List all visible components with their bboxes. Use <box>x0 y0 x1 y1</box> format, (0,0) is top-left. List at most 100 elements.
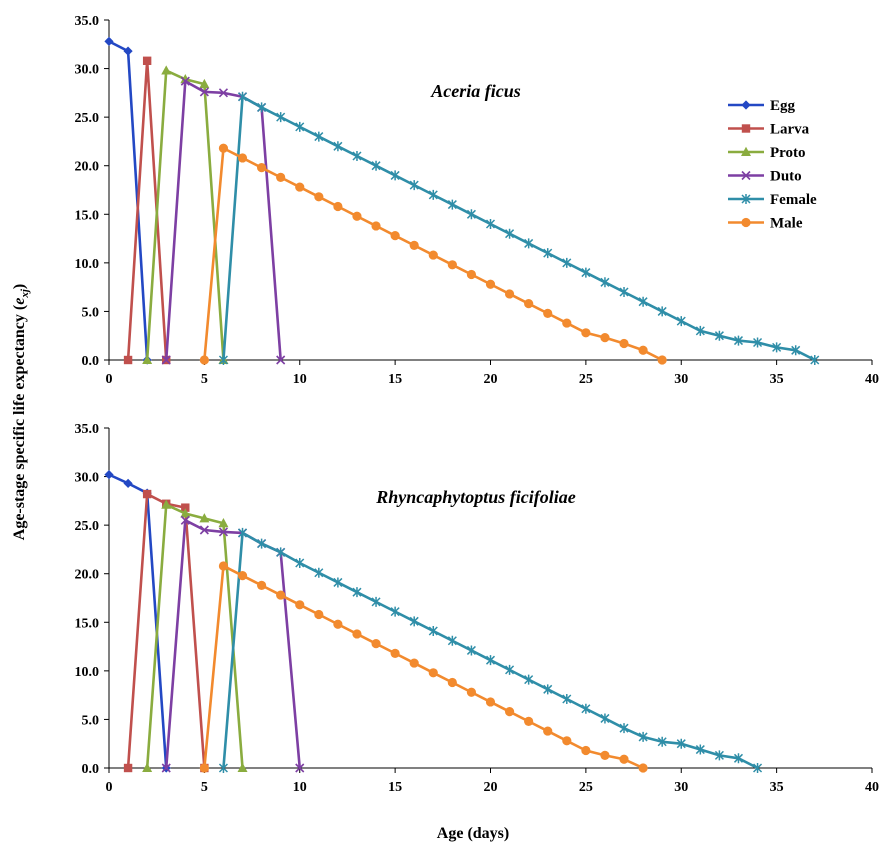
y-tick-label: 10.0 <box>75 257 100 272</box>
x-tick-label: 35 <box>770 372 784 387</box>
data-point-male <box>371 221 381 231</box>
data-point-egg <box>104 36 114 46</box>
data-point-male <box>295 600 305 610</box>
data-point-female <box>390 170 400 181</box>
data-point-female <box>753 337 763 348</box>
data-point-male <box>638 763 648 773</box>
legend-label: Male <box>770 216 803 232</box>
data-point-duto <box>199 525 209 535</box>
data-point-female <box>581 703 591 714</box>
series-duto <box>161 76 286 365</box>
data-point-female <box>295 121 305 132</box>
data-point-female <box>638 296 648 307</box>
data-point-proto <box>142 354 153 364</box>
data-point-male <box>524 716 534 726</box>
x-tick-label: 30 <box>674 780 688 795</box>
data-point-female <box>371 160 381 171</box>
data-point-female <box>600 277 610 288</box>
data-point-duto <box>218 88 229 98</box>
y-tick-label: 0.0 <box>82 762 100 777</box>
data-point-male <box>504 707 515 717</box>
data-point-female <box>562 257 572 268</box>
data-point-male <box>276 590 286 600</box>
series-male <box>199 561 648 773</box>
data-point-male <box>466 687 477 697</box>
data-point-female <box>772 342 782 353</box>
data-point-female <box>695 744 705 755</box>
data-point-female <box>714 750 724 761</box>
data-point-female <box>676 738 686 749</box>
legend: Egg Larva Proto Duto Female Male <box>728 98 817 232</box>
legend-swatch-marker <box>741 146 751 156</box>
data-point-female <box>581 267 591 278</box>
data-point-egg <box>104 470 114 480</box>
x-tick-label: 10 <box>293 780 307 795</box>
data-point-female <box>543 684 553 695</box>
series-line-female <box>222 95 816 362</box>
data-point-male <box>543 308 553 318</box>
data-point-male <box>314 192 324 202</box>
data-point-female <box>733 753 744 764</box>
data-point-proto <box>161 65 172 75</box>
data-point-female <box>390 606 400 617</box>
x-tick-label: 15 <box>388 780 402 795</box>
data-point-male <box>562 736 572 746</box>
data-point-female <box>485 219 496 229</box>
data-point-female <box>428 189 438 200</box>
data-point-male <box>218 561 229 571</box>
data-point-larva <box>181 503 190 512</box>
data-point-female <box>237 91 248 102</box>
data-point-male <box>543 726 553 736</box>
legend-item-larva: Larva <box>728 122 810 138</box>
legend-item-duto: Duto <box>728 169 802 185</box>
data-point-female <box>466 209 476 220</box>
data-point-duto <box>161 763 171 773</box>
data-point-male <box>352 211 362 221</box>
x-tick-label: 0 <box>106 372 113 387</box>
data-point-male <box>447 260 457 270</box>
data-point-male <box>562 318 572 328</box>
data-point-larva <box>123 355 133 365</box>
data-point-male <box>428 250 438 260</box>
series-line-larva <box>126 59 168 361</box>
data-point-duto <box>180 515 190 525</box>
data-point-larva <box>142 489 152 499</box>
data-point-female <box>524 674 534 685</box>
data-point-male <box>390 231 400 241</box>
data-point-female <box>295 558 305 569</box>
data-point-male <box>257 163 267 173</box>
data-point-male <box>485 279 496 289</box>
data-point-female <box>505 664 515 675</box>
x-tick-label: 30 <box>674 372 688 387</box>
series-proto <box>142 65 229 364</box>
x-tick-label: 20 <box>484 372 498 387</box>
data-point-male <box>237 571 248 581</box>
data-point-proto <box>218 518 229 528</box>
data-point-female <box>791 345 801 356</box>
data-point-female <box>695 325 705 336</box>
data-point-female <box>562 694 572 705</box>
data-point-female <box>257 102 267 113</box>
data-point-male <box>333 201 343 212</box>
series-line-duto <box>164 79 282 361</box>
legend-item-female: Female <box>728 192 817 208</box>
panel-aceria-ficus: 0.0 5.0 10.0 15.0 20.0 25.0 30.0 35.0 0 5 10 15 20 25… <box>75 14 880 387</box>
data-point-male <box>600 333 610 343</box>
series-male <box>199 143 667 365</box>
legend-swatch-marker <box>741 100 751 110</box>
data-point-duto <box>180 76 190 86</box>
y-tick-label: 35.0 <box>75 14 100 29</box>
series-line-female <box>222 531 759 770</box>
data-point-female <box>714 330 724 341</box>
legend-label: Female <box>770 192 817 208</box>
y-tick-label: 15.0 <box>75 208 100 223</box>
data-point-female <box>276 547 286 558</box>
data-point-female <box>619 287 629 297</box>
data-point-proto <box>180 74 191 84</box>
data-point-male <box>466 269 477 280</box>
data-point-female <box>657 736 667 747</box>
data-point-female <box>352 151 362 161</box>
data-point-male <box>619 338 629 349</box>
legend-item-male: Male <box>728 216 803 232</box>
data-point-egg <box>123 46 133 56</box>
